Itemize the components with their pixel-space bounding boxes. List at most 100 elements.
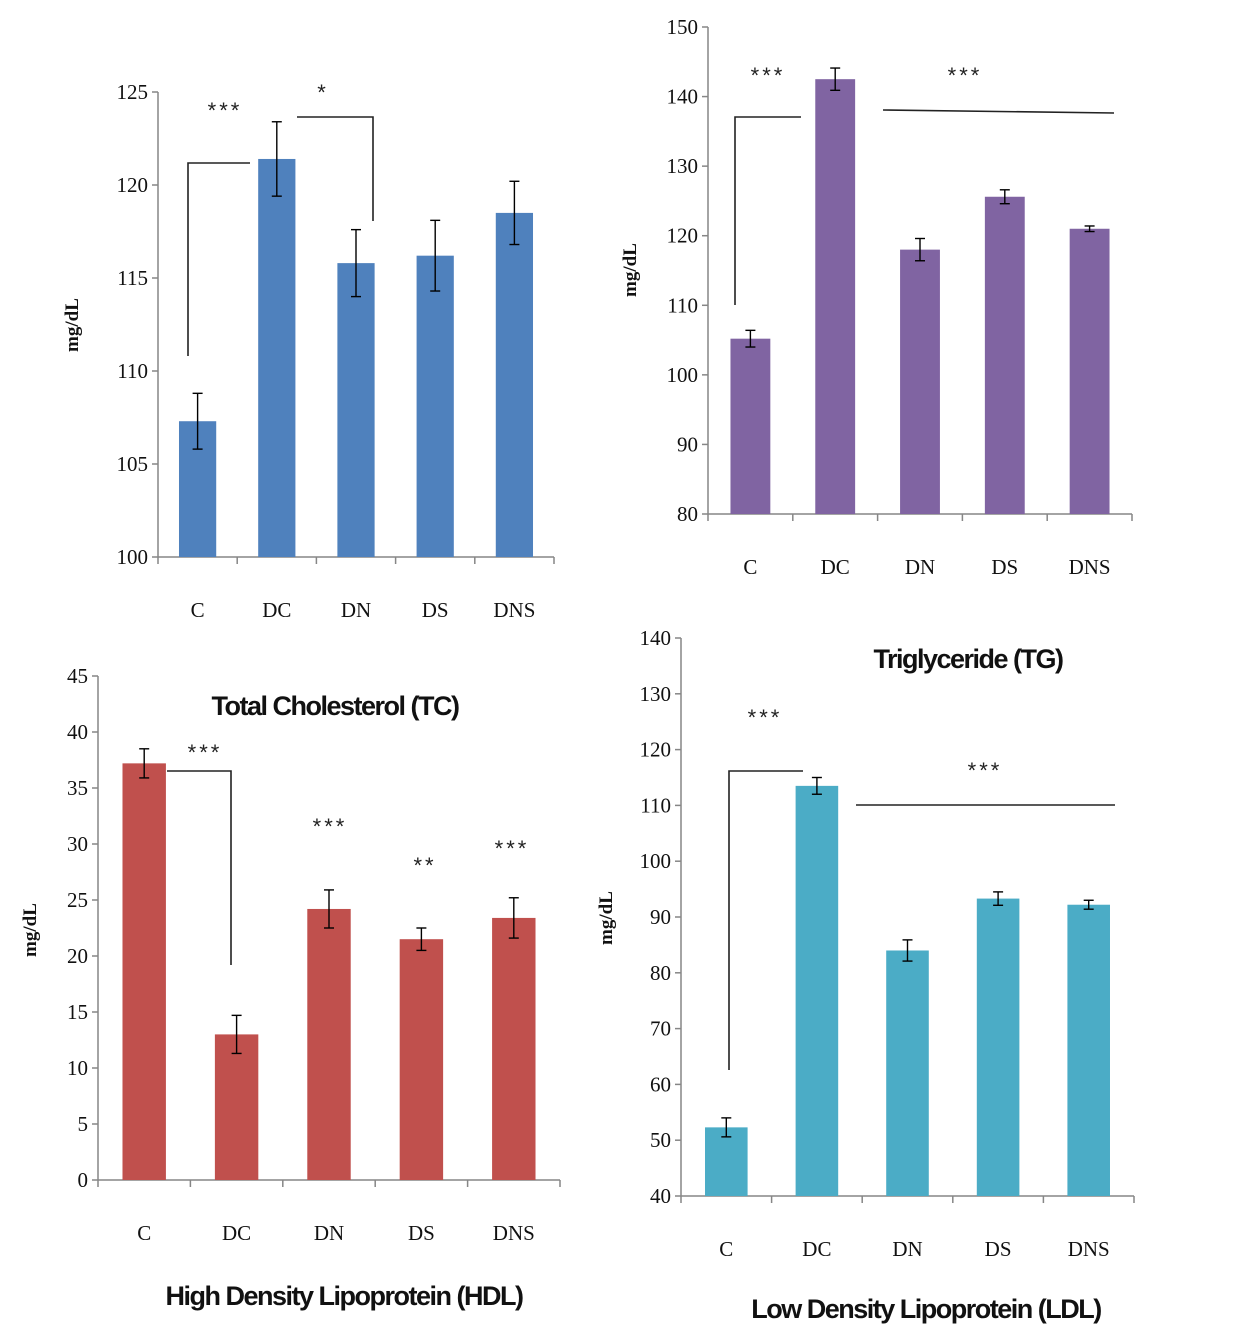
bar-ds <box>984 196 1025 515</box>
bar-dn <box>307 908 351 1180</box>
y-tick-label: 80 <box>677 502 698 526</box>
y-tick-label: 40 <box>650 1184 671 1208</box>
y-axis-label: mg/dL <box>596 891 617 945</box>
significance-bracket <box>187 162 250 356</box>
bar-dc <box>795 785 839 1196</box>
x-category-label: DN <box>892 1237 922 1261</box>
bar-dc <box>815 79 856 514</box>
x-category-label: C <box>191 598 205 622</box>
x-category-label: DNS <box>1068 1237 1110 1261</box>
bar-dns <box>1069 228 1110 514</box>
y-tick-label: 120 <box>640 738 672 762</box>
y-tick-label: 130 <box>667 154 699 178</box>
chart-tg: 80 90 100 110 120 130 140 150 C DC DN DS DNS mg/dL Tri… <box>620 15 1133 674</box>
bar-dc <box>214 1034 259 1180</box>
bar-c <box>730 338 771 514</box>
y-tick-label: 110 <box>640 793 671 817</box>
y-tick-label: 70 <box>650 1017 671 1041</box>
y-tick-label: 100 <box>117 545 149 569</box>
y-tick-label: 140 <box>640 626 672 650</box>
significance-label: * <box>317 80 329 105</box>
y-axis-label: mg/dL <box>62 298 83 352</box>
significance-bracket <box>882 109 1115 114</box>
bar-c <box>122 763 166 1180</box>
y-axis-label: mg/dL <box>620 243 641 297</box>
y-tick-label: 5 <box>78 1112 89 1136</box>
significance-label: *** <box>495 836 530 861</box>
y-axis-label: mg/dL <box>20 903 41 957</box>
significance-label: *** <box>188 740 223 765</box>
x-category-label: DN <box>905 555 935 579</box>
x-category-label: DN <box>314 1221 344 1245</box>
significance-label: *** <box>313 814 348 839</box>
x-category-label: DNS <box>1069 555 1111 579</box>
y-tick-label: 110 <box>117 359 148 383</box>
y-tick-label: 150 <box>667 15 699 39</box>
significance-bracket <box>167 770 232 965</box>
chart-title: High Density Lipoprotein (HDL) <box>166 1281 523 1311</box>
x-category-label: DNS <box>493 598 535 622</box>
x-category-label: DC <box>222 1221 251 1245</box>
y-tick-label: 0 <box>78 1168 89 1192</box>
y-tick-label: 80 <box>650 961 671 985</box>
chart-hdl: 0 5 10 15 20 25 30 35 40 45 C DC DN DS DNS mg/dL High De… <box>20 664 561 1311</box>
y-tick-label: 90 <box>650 905 671 929</box>
y-tick-label: 100 <box>640 849 672 873</box>
x-category-label: C <box>137 1221 151 1245</box>
x-category-label: DC <box>802 1237 831 1261</box>
y-tick-label: 120 <box>117 173 149 197</box>
x-category-label: DS <box>422 598 449 622</box>
x-category-label: DC <box>262 598 291 622</box>
y-tick-label: 130 <box>640 682 672 706</box>
bar-dn <box>900 249 940 514</box>
x-category-label: DC <box>821 555 850 579</box>
bar-dns <box>1067 904 1110 1196</box>
y-tick-label: 30 <box>67 832 88 856</box>
y-tick-label: 25 <box>67 888 88 912</box>
y-tick-label: 105 <box>117 452 149 476</box>
chart-title: Triglyceride (TG) <box>873 644 1063 674</box>
bar-c <box>705 1127 748 1196</box>
x-category-label: DS <box>985 1237 1012 1261</box>
x-category-label: C <box>743 555 757 579</box>
chart-title: Total Cholesterol (TC) <box>212 691 460 721</box>
y-tick-label: 15 <box>67 1000 88 1024</box>
significance-bracket <box>728 770 803 1070</box>
y-tick-label: 60 <box>650 1072 671 1096</box>
y-tick-label: 100 <box>667 363 699 387</box>
x-category-label: DS <box>408 1221 435 1245</box>
bar-dn <box>337 263 375 557</box>
bar-ds <box>976 898 1020 1196</box>
y-tick-label: 50 <box>650 1128 671 1152</box>
x-category-label: DNS <box>493 1221 535 1245</box>
significance-label: *** <box>968 758 1003 783</box>
y-tick-label: 10 <box>67 1056 88 1080</box>
y-tick-label: 90 <box>677 432 698 456</box>
significance-label: ** <box>413 853 436 878</box>
y-tick-label: 125 <box>117 80 149 104</box>
y-tick-label: 110 <box>667 293 698 317</box>
significance-label: *** <box>751 63 786 88</box>
significance-label: *** <box>208 98 243 123</box>
bar-ds <box>399 939 444 1180</box>
chart-tc: 100 105 110 115 120 125 C DC DN DS DNS mg/dL Total C… <box>62 80 555 721</box>
significance-bracket <box>297 116 374 221</box>
x-category-label: DS <box>991 555 1018 579</box>
bar-ds <box>416 255 454 557</box>
y-tick-label: 35 <box>67 776 88 800</box>
y-tick-label: 40 <box>67 720 88 744</box>
bar-dns <box>495 212 534 557</box>
significance-label: *** <box>748 705 783 730</box>
chart-title: Low Density Lipoprotein (LDL) <box>751 1294 1101 1324</box>
y-tick-label: 140 <box>667 85 699 109</box>
x-category-label: C <box>719 1237 733 1261</box>
significance-bracket <box>734 116 801 305</box>
y-tick-label: 45 <box>67 664 88 688</box>
bar-dc <box>258 158 296 557</box>
y-tick-label: 115 <box>117 266 148 290</box>
bar-dns <box>492 917 536 1180</box>
x-category-label: DN <box>341 598 371 622</box>
significance-label: *** <box>948 63 983 88</box>
chart-ldl: 40 50 60 70 80 90 100 110 120 130 140 C DC DN DS DNS mg/… <box>596 626 1135 1324</box>
